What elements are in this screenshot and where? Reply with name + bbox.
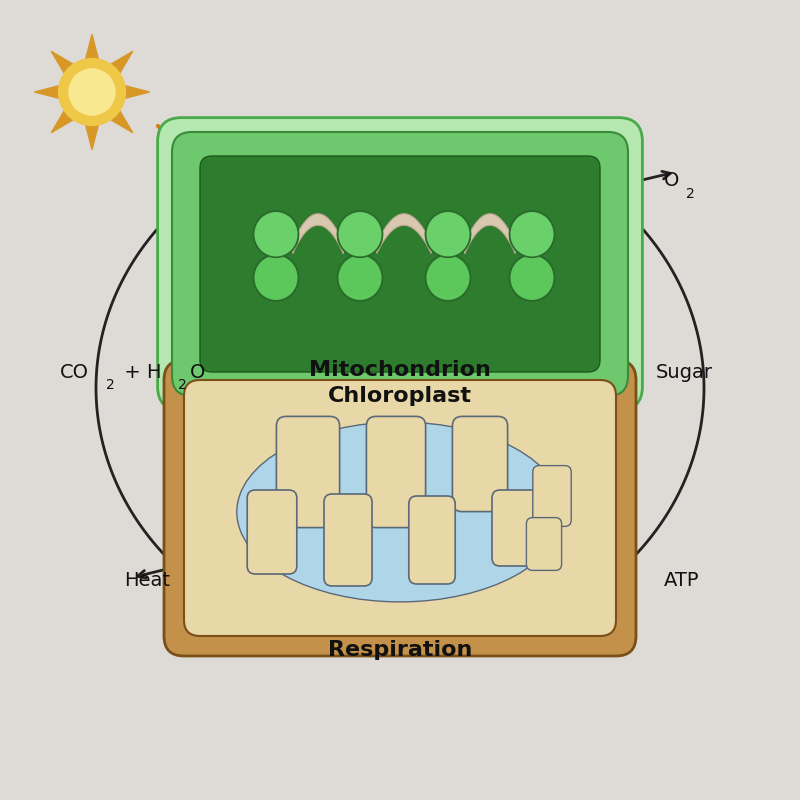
Text: ATP: ATP	[664, 570, 699, 590]
FancyBboxPatch shape	[247, 490, 297, 574]
Polygon shape	[86, 123, 98, 150]
Polygon shape	[34, 86, 61, 98]
FancyBboxPatch shape	[526, 518, 562, 570]
Ellipse shape	[254, 211, 298, 258]
Polygon shape	[109, 51, 133, 75]
Text: 2: 2	[686, 187, 695, 202]
FancyBboxPatch shape	[277, 416, 339, 528]
Ellipse shape	[426, 211, 470, 258]
Circle shape	[69, 69, 115, 115]
Ellipse shape	[338, 254, 382, 301]
Ellipse shape	[510, 254, 554, 301]
Ellipse shape	[426, 211, 470, 258]
Polygon shape	[51, 109, 75, 133]
Ellipse shape	[254, 254, 298, 301]
Ellipse shape	[510, 254, 554, 301]
Polygon shape	[51, 51, 75, 75]
Text: Heat: Heat	[124, 570, 170, 590]
Text: O: O	[190, 362, 205, 382]
Ellipse shape	[510, 211, 554, 258]
FancyBboxPatch shape	[533, 466, 571, 526]
Ellipse shape	[237, 422, 563, 602]
Ellipse shape	[338, 211, 382, 258]
FancyBboxPatch shape	[324, 494, 372, 586]
FancyBboxPatch shape	[164, 360, 636, 656]
Text: O: O	[664, 170, 679, 190]
FancyBboxPatch shape	[184, 380, 616, 636]
Text: 2: 2	[106, 378, 115, 392]
FancyBboxPatch shape	[409, 496, 455, 584]
Ellipse shape	[254, 211, 298, 258]
Polygon shape	[86, 34, 98, 61]
FancyBboxPatch shape	[453, 416, 508, 512]
FancyBboxPatch shape	[158, 118, 642, 410]
FancyBboxPatch shape	[172, 132, 628, 396]
Text: Respiration: Respiration	[328, 640, 472, 659]
Polygon shape	[293, 214, 343, 254]
Text: CO: CO	[60, 362, 89, 382]
Text: 2: 2	[178, 378, 187, 392]
Text: Mitochondrion: Mitochondrion	[309, 359, 491, 379]
Ellipse shape	[338, 211, 382, 258]
Polygon shape	[465, 214, 515, 254]
FancyBboxPatch shape	[366, 416, 426, 528]
Ellipse shape	[426, 254, 470, 301]
Polygon shape	[109, 109, 133, 133]
Text: Chloroplast: Chloroplast	[328, 386, 472, 406]
FancyBboxPatch shape	[200, 156, 600, 372]
Text: Sugar: Sugar	[656, 362, 713, 382]
Text: + H: + H	[118, 362, 161, 382]
Ellipse shape	[254, 254, 298, 301]
FancyBboxPatch shape	[492, 490, 540, 566]
Circle shape	[58, 58, 126, 126]
Polygon shape	[377, 214, 431, 254]
Ellipse shape	[510, 211, 554, 258]
Polygon shape	[123, 86, 150, 98]
Ellipse shape	[426, 254, 470, 301]
Ellipse shape	[338, 254, 382, 301]
